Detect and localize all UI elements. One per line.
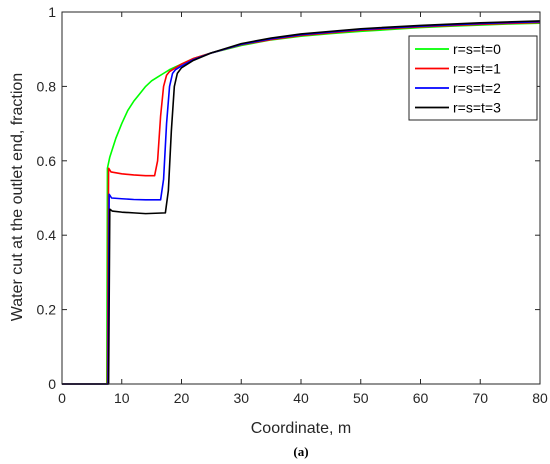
series-layer (62, 20, 541, 385)
axes-layer: 0 10 20 30 40 50 60 70 80 0 0.2 0.4 0.6 0.8 1 (37, 4, 548, 406)
legend-label-3: r=s=t=3 (453, 100, 501, 116)
x-tick-label-8: 80 (532, 390, 548, 406)
legend: r=s=t=0 r=s=t=1 r=s=t=2 r=s=t=3 (408, 35, 538, 121)
x-tick-label-1: 10 (114, 390, 130, 406)
x-tick-label-2: 20 (174, 390, 190, 406)
y-axis-label: Water cut at the outlet end, fraction (9, 73, 26, 321)
x-axis-label: Coordinate, m (251, 420, 352, 437)
figure-caption: (a) (293, 444, 308, 459)
series-line-3 (62, 20, 541, 385)
legend-label-0: r=s=t=0 (453, 41, 501, 57)
x-tick-label-0: 0 (58, 390, 66, 406)
y-tick-label-4: 0.8 (37, 78, 57, 94)
y-tick-label-5: 1 (48, 4, 56, 20)
x-tick-label-5: 50 (353, 390, 369, 406)
x-tick-label-7: 70 (472, 390, 488, 406)
legend-label-1: r=s=t=1 (453, 61, 501, 77)
y-tick-label-3: 0.6 (37, 153, 57, 169)
x-tick-label-6: 60 (413, 390, 429, 406)
x-tick-label-3: 30 (233, 390, 249, 406)
y-tick-label-0: 0 (48, 376, 56, 392)
legend-label-2: r=s=t=2 (453, 80, 501, 96)
legend-box (408, 35, 538, 121)
y-tick-label-1: 0.2 (37, 302, 57, 318)
y-tick-label-2: 0.4 (37, 227, 57, 243)
x-tick-label-4: 40 (293, 390, 309, 406)
